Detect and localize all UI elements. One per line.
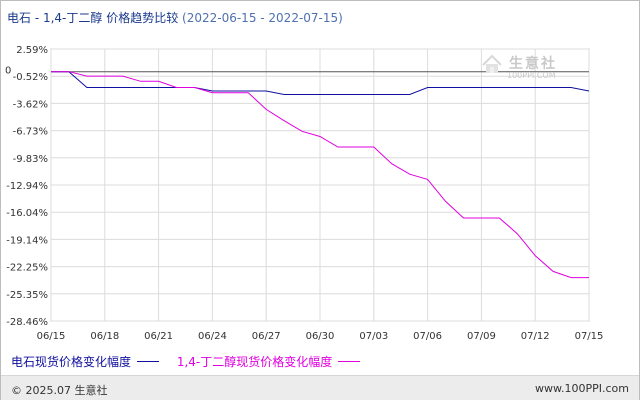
x-tick-label: 07/09 bbox=[467, 331, 496, 342]
y-tick-label: -16.04% bbox=[6, 208, 48, 219]
footer-copyright: © 2025.07 生意社 bbox=[11, 384, 108, 397]
x-tick-label: 07/12 bbox=[521, 331, 550, 342]
legend-item-series-2: 1,4-丁二醇现货价格变化幅度 bbox=[176, 353, 361, 370]
x-tick-label: 06/18 bbox=[90, 331, 119, 342]
legend-swatch-series-1 bbox=[137, 361, 160, 362]
x-tick-label: 06/27 bbox=[252, 331, 281, 342]
x-tick-label: 07/03 bbox=[359, 331, 388, 342]
footer-site-link[interactable]: www.100PPI.com bbox=[535, 382, 629, 395]
x-tick-label: 07/06 bbox=[413, 331, 442, 342]
y-tick-label: -25.35% bbox=[6, 290, 48, 301]
y-tick-label: -9.83% bbox=[13, 154, 48, 165]
logo-name: 生意社 bbox=[509, 56, 557, 72]
x-tick-label: 07/15 bbox=[575, 331, 604, 342]
chart-title-date-range: (2022-06-15 - 2022-07-15) bbox=[182, 11, 343, 25]
house-logo-icon bbox=[482, 54, 502, 73]
chart-svg: 2.59% -0.52% -3.62% -6.73% -9.83% -12.94% -16.… bbox=[5, 45, 604, 342]
series-line-1 bbox=[51, 71, 590, 95]
chart-title: 电石 - 1,4-丁二醇 价格趋势比较 (2022-06-15 - 2022-0… bbox=[7, 9, 343, 26]
legend-swatch-series-2 bbox=[338, 361, 361, 362]
zero-label: 0 bbox=[5, 66, 11, 77]
y-tick-label: 2.59% bbox=[16, 45, 48, 56]
y-tick-label: -19.14% bbox=[6, 235, 48, 246]
series-line-2 bbox=[51, 71, 589, 279]
legend-label-series-1: 电石现货价格变化幅度 bbox=[11, 355, 132, 369]
y-tick-label: -6.73% bbox=[13, 127, 48, 138]
site-logo: 生意社 100PPI.COM bbox=[481, 51, 581, 85]
y-tick-label: -22.25% bbox=[6, 263, 48, 274]
y-tick-label: -12.94% bbox=[6, 181, 48, 192]
footer-bar: © 2025.07 生意社 www.100PPI.com bbox=[1, 375, 639, 400]
x-tick-label: 06/21 bbox=[144, 331, 173, 342]
logo-url: 100PPI.COM bbox=[507, 71, 556, 80]
chart-legend: 电石现货价格变化幅度 1,4-丁二醇现货价格变化幅度 bbox=[11, 353, 374, 370]
y-tick-label: -0.52% bbox=[13, 72, 48, 83]
legend-item-series-1: 电石现货价格变化幅度 bbox=[11, 353, 160, 370]
x-tick-label: 06/30 bbox=[306, 331, 335, 342]
x-tick-label: 06/24 bbox=[198, 331, 227, 342]
chart-title-main: 电石 - 1,4-丁二醇 价格趋势比较 bbox=[7, 11, 179, 25]
x-tick-label: 06/15 bbox=[37, 331, 66, 342]
y-tick-label: -3.62% bbox=[13, 99, 48, 110]
y-tick-label: -28.46% bbox=[6, 317, 48, 328]
legend-label-series-2: 1,4-丁二醇现货价格变化幅度 bbox=[176, 355, 333, 369]
